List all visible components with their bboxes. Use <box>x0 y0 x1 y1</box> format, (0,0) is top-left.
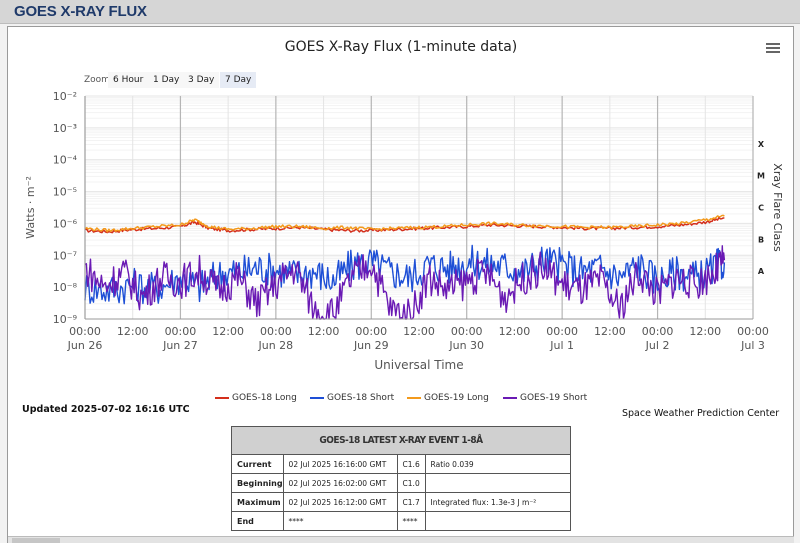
x-axis-label: Universal Time <box>374 358 463 372</box>
y-tick-label: 10⁻⁹ <box>53 313 77 326</box>
flare-class-label: A <box>758 267 765 276</box>
horizontal-scrollbar[interactable] <box>8 536 794 543</box>
chart-title: GOES X-Ray Flux (1-minute data) <box>285 39 518 55</box>
zoom-label: Zoom <box>84 75 110 85</box>
x-tick-label: 00:00 <box>355 325 387 338</box>
flare-class-label: X <box>758 140 765 149</box>
y-tick-label: 10⁻³ <box>53 122 77 135</box>
event-row-time: 02 Jul 2025 16:16:00 GMT <box>282 454 398 474</box>
event-row-class: C1.0 <box>396 473 426 493</box>
xray-flux-chart: GOES X-Ray Flux (1-minute data) 10⁻² 10⁻³ 1… <box>24 39 784 372</box>
event-row-extra: Integrated flux: 1.3e-3 J m⁻² <box>424 492 572 512</box>
event-row-time: **** <box>282 511 398 531</box>
table-row: Maximum 02 Jul 2025 16:12:00 GMT C1.7 In… <box>231 492 572 512</box>
updated-timestamp: Updated 2025-07-02 16:16 UTC <box>22 404 190 415</box>
flare-class-label: M <box>757 172 765 181</box>
y-axis-label: Watts · m⁻² <box>24 176 37 239</box>
scrollbar-thumb[interactable] <box>12 538 60 543</box>
x-tick-label: 00:00 <box>642 325 674 338</box>
x-tick-label: 12:00 <box>117 325 149 338</box>
x-tick-label: 00:00 <box>451 325 483 338</box>
series-line-goes-18-long <box>84 216 725 234</box>
event-row-extra <box>424 511 572 531</box>
header-bar: GOES X-RAY FLUX <box>0 0 800 24</box>
x-tick-label: 12:00 <box>499 325 531 338</box>
table-row: Current 02 Jul 2025 16:16:00 GMT C1.6 Ra… <box>231 454 572 474</box>
table-row: Beginning 02 Jul 2025 16:02:00 GMT C1.0 <box>231 473 572 493</box>
credit-text: Space Weather Prediction Center <box>622 408 780 419</box>
series-line-goes-19-long <box>84 214 725 233</box>
flare-class-label: C <box>758 204 764 213</box>
zoom-1-day-button[interactable]: 1 Day <box>148 72 185 88</box>
chart-area: GOES X-Ray Flux (1-minute data) 10⁻² 10⁻³ 1… <box>8 27 794 422</box>
y-tick-label: 10⁻⁵ <box>53 186 77 199</box>
chart-legend: GOES-18 Long GOES-18 Short GOES-19 Long … <box>8 393 794 407</box>
zoom-7-day-button[interactable]: 7 Day <box>220 72 257 88</box>
legend-goes18-short[interactable]: GOES-18 Short <box>310 393 394 403</box>
legend-swatch <box>503 396 517 399</box>
x-tick-date: Jun 30 <box>448 339 484 352</box>
legend-swatch <box>215 396 229 399</box>
x-tick-label: 12:00 <box>308 325 340 338</box>
legend-goes19-short[interactable]: GOES-19 Short <box>503 393 587 403</box>
event-row-class: **** <box>396 511 426 531</box>
legend-swatch <box>310 396 324 399</box>
x-tick-date: Jun 26 <box>67 339 103 352</box>
x-tick-date: Jul 2 <box>645 339 670 352</box>
event-row-time: 02 Jul 2025 16:02:00 GMT <box>282 473 398 493</box>
flare-class-label: B <box>758 235 764 244</box>
legend-goes18-long[interactable]: GOES-18 Long <box>215 393 297 403</box>
table-row: End **** **** <box>231 511 572 531</box>
y-tick-label: 10⁻⁴ <box>53 154 78 167</box>
chart-panel: GOES X-Ray Flux (1-minute data) 10⁻² 10⁻³ 1… <box>7 26 794 543</box>
x-tick-label: 00:00 <box>69 325 101 338</box>
x-tick-date: Jun 29 <box>353 339 389 352</box>
page-title: GOES X-RAY FLUX <box>14 3 147 20</box>
chart-menu-icon[interactable] <box>766 43 780 55</box>
y-tick-label: 10⁻² <box>53 90 77 103</box>
event-row-extra <box>424 473 572 493</box>
event-row-time: 02 Jul 2025 16:12:00 GMT <box>282 492 398 512</box>
x-tick-date: Jul 3 <box>740 339 765 352</box>
event-row-class: C1.7 <box>396 492 426 512</box>
y-axis-label-right: Xray Flare Class <box>771 163 784 252</box>
y-tick-label: 10⁻⁸ <box>53 281 78 294</box>
x-tick-label: 00:00 <box>737 325 769 338</box>
x-tick-label: 00:00 <box>546 325 578 338</box>
x-tick-label: 00:00 <box>260 325 292 338</box>
y-tick-label: 10⁻⁶ <box>53 217 78 230</box>
latest-event-table: GOES-18 LATEST X-RAY EVENT 1-8Å Current … <box>231 426 572 531</box>
x-tick-date: Jun 27 <box>162 339 198 352</box>
x-tick-label: 12:00 <box>212 325 244 338</box>
x-tick-date: Jul 1 <box>549 339 574 352</box>
zoom-6-hour-button[interactable]: 6 Hour <box>108 72 149 88</box>
x-tick-label: 12:00 <box>594 325 626 338</box>
event-row-label: Maximum <box>231 492 284 512</box>
event-row-extra: Ratio 0.039 <box>424 454 572 474</box>
zoom-3-day-button[interactable]: 3 Day <box>183 72 220 88</box>
legend-swatch <box>407 396 421 399</box>
event-row-class: C1.6 <box>396 454 426 474</box>
event-row-label: Beginning <box>231 473 284 493</box>
x-tick-date: Jun 28 <box>258 339 294 352</box>
event-row-label: Current <box>231 454 284 474</box>
x-tick-label: 12:00 <box>689 325 721 338</box>
x-tick-label: 12:00 <box>403 325 435 338</box>
y-tick-label: 10⁻⁷ <box>53 249 77 262</box>
event-row-label: End <box>231 511 284 531</box>
event-table-title: GOES-18 LATEST X-RAY EVENT 1-8Å <box>231 426 571 455</box>
series-line-goes-18-short <box>84 244 726 305</box>
series-line-goes-19-short <box>84 245 726 320</box>
x-tick-label: 00:00 <box>165 325 197 338</box>
legend-goes19-long[interactable]: GOES-19 Long <box>407 393 489 403</box>
